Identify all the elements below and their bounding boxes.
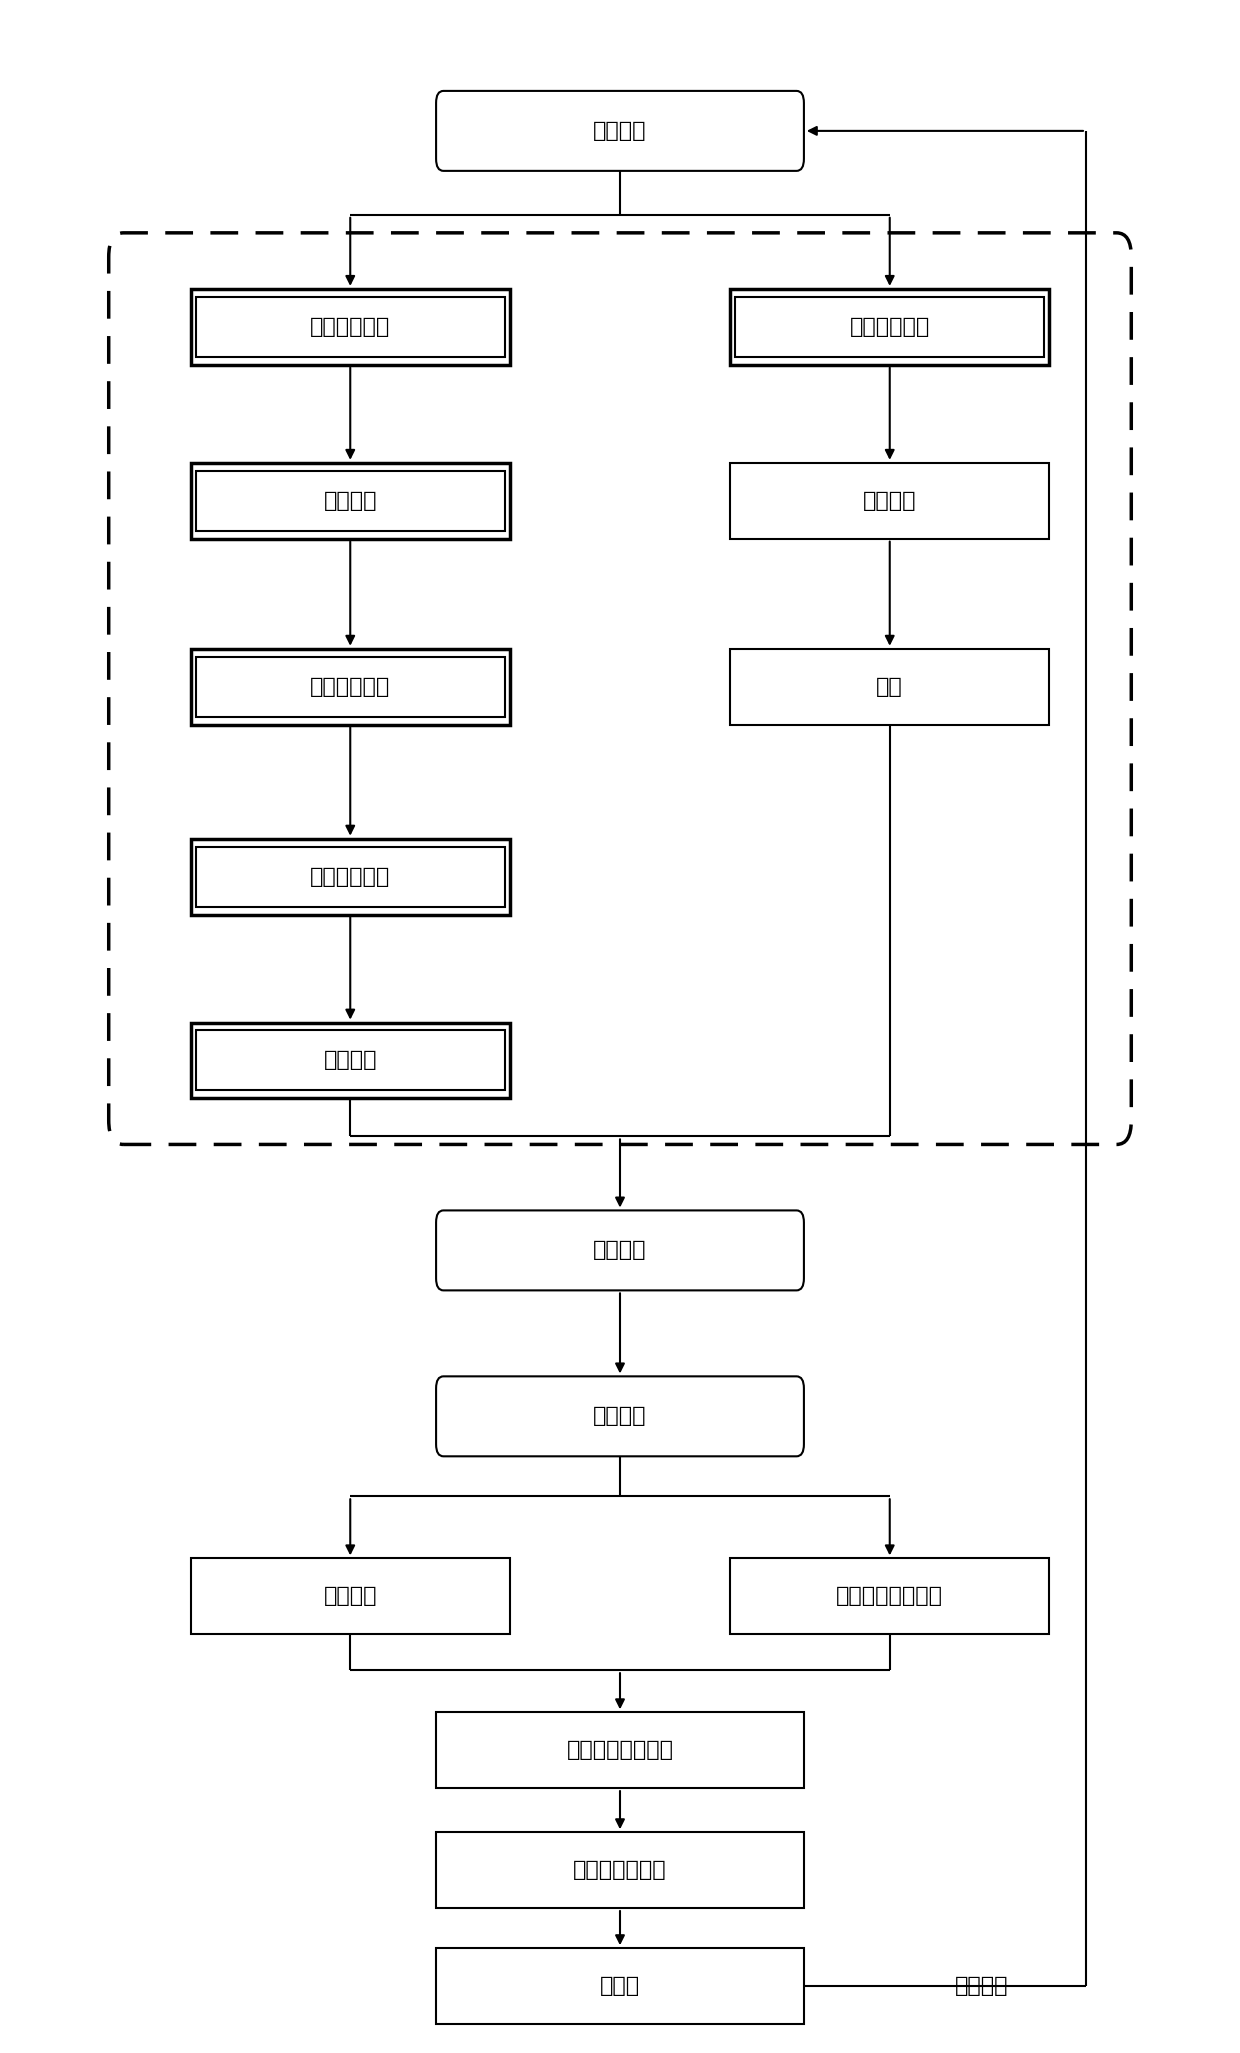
Text: 降噪处理: 降噪处理 xyxy=(324,491,377,511)
Text: 扩样: 扩样 xyxy=(877,677,903,696)
Bar xyxy=(730,289,1049,365)
Bar xyxy=(436,1948,804,2024)
Text: 预测模型: 预测模型 xyxy=(593,1240,647,1261)
Bar xyxy=(196,470,505,532)
Bar xyxy=(191,649,510,725)
Bar xyxy=(735,298,1044,357)
Bar xyxy=(436,1831,804,1907)
Text: 机器人控制系统: 机器人控制系统 xyxy=(573,1860,667,1881)
Bar xyxy=(436,1712,804,1788)
Text: 非负矩阵分解: 非负矩阵分解 xyxy=(310,866,391,887)
Bar xyxy=(730,649,1049,725)
Text: 肌电信号采集: 肌电信号采集 xyxy=(310,316,391,337)
Bar xyxy=(191,289,510,365)
Text: 机器人: 机器人 xyxy=(600,1977,640,1996)
Bar xyxy=(191,1558,510,1634)
FancyBboxPatch shape xyxy=(436,90,804,170)
Text: 降噪处理: 降噪处理 xyxy=(863,491,916,511)
Text: 线性回归: 线性回归 xyxy=(324,1587,377,1605)
Bar xyxy=(196,1031,505,1090)
Bar xyxy=(730,1558,1049,1634)
FancyBboxPatch shape xyxy=(436,1376,804,1456)
Bar xyxy=(730,462,1049,538)
Bar xyxy=(191,1022,510,1098)
FancyBboxPatch shape xyxy=(436,1211,804,1291)
Bar xyxy=(196,298,505,357)
Bar xyxy=(191,838,510,914)
Text: 肌电信号校正: 肌电信号校正 xyxy=(310,677,391,696)
Bar xyxy=(196,846,505,907)
Text: 特征提取: 特征提取 xyxy=(324,1051,377,1070)
Text: 采集准备: 采集准备 xyxy=(593,121,647,142)
Text: 训练模型: 训练模型 xyxy=(593,1406,647,1427)
Text: 位置信号采集: 位置信号采集 xyxy=(849,316,930,337)
Text: 预测模型输出信号: 预测模型输出信号 xyxy=(567,1741,673,1759)
Bar xyxy=(191,462,510,538)
Text: 径向基函数神经网: 径向基函数神经网 xyxy=(836,1587,944,1605)
Bar xyxy=(196,657,505,716)
Text: 视觉反馈: 视觉反馈 xyxy=(955,1977,1008,1996)
